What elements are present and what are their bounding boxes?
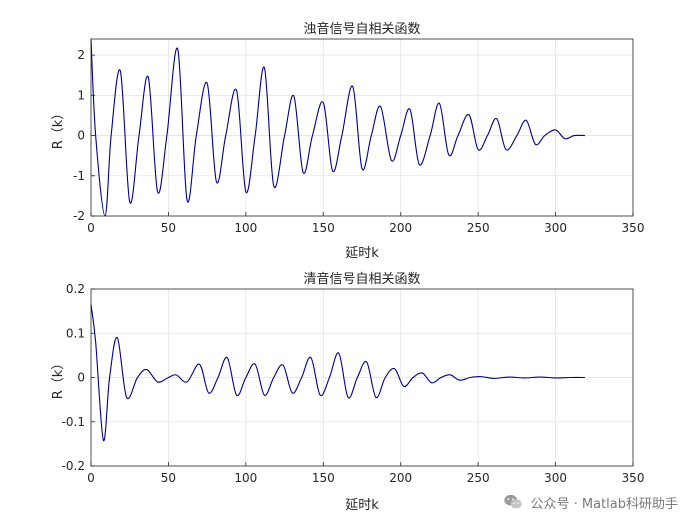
x-tick-label: 150	[312, 221, 335, 235]
x-tick-label: 200	[389, 471, 412, 485]
chart-voiced: 浊音信号自相关函数 0 50 100 150 200 250 300 350 -2-1012 …	[51, 21, 644, 261]
y-tick-label: -1	[73, 169, 85, 183]
y-tick-label: 2	[77, 48, 85, 62]
x-tick-label: 100	[234, 221, 257, 235]
y-tick-label: 0	[77, 371, 85, 385]
x-tick-label: 300	[544, 471, 567, 485]
chart-unvoiced-series-line	[90, 304, 585, 441]
y-tick-label: -0.1	[62, 415, 85, 429]
chart-unvoiced-y-label: R（k）	[51, 357, 66, 400]
y-tick-label: -2	[73, 209, 85, 223]
watermark: 公众号 · Matlab科研助手	[502, 491, 678, 513]
chart-voiced-axes-box	[90, 38, 634, 217]
y-tick-label: 0.2	[66, 282, 85, 296]
chart-unvoiced-x-ticks: 0 50 100 150 200 250 300 350	[87, 462, 644, 485]
chart-unvoiced-x-label: 延时k	[345, 498, 379, 513]
x-tick-label: 250	[467, 471, 490, 485]
y-tick-label: 0	[77, 129, 85, 143]
y-tick-label: -0.2	[62, 459, 85, 473]
chart-voiced-y-ticks: -2 -1 0 1 2	[73, 48, 95, 223]
chart-unvoiced: 清音信号自相关函数 0 50 100 150 200 250 300 350 -0.2 -0.1…	[51, 271, 644, 513]
chart-voiced-x-ticks: 0 50 100 150 200 250 300 350	[87, 212, 644, 235]
chart-voiced-x-label: 延时k	[345, 246, 379, 261]
chart-voiced-y-label: R（k）	[51, 107, 66, 150]
y-tick-label: 0.1	[66, 326, 85, 340]
watermark-text: 公众号 · Matlab科研助手	[530, 496, 678, 512]
chart-voiced-title: 浊音信号自相关函数	[303, 21, 420, 37]
x-tick-label: 350	[622, 221, 645, 235]
x-tick-label: 150	[312, 471, 335, 485]
x-tick-label: 350	[622, 471, 645, 485]
chart-voiced-series-line	[90, 38, 585, 217]
chart-unvoiced-title: 清音信号自相关函数	[303, 271, 420, 287]
x-tick-label: 250	[467, 221, 490, 235]
x-tick-label: 50	[161, 221, 176, 235]
wechat-icon	[504, 494, 523, 509]
chart-unvoiced-y-ticks: -0.2 -0.1 0 0.1 0.2	[62, 282, 95, 473]
x-tick-label: 300	[544, 221, 567, 235]
y-tick-label: 1	[77, 88, 85, 102]
x-tick-label: 200	[389, 221, 412, 235]
x-tick-label: 0	[87, 221, 95, 235]
x-tick-label: 50	[161, 471, 176, 485]
x-tick-label: 0	[87, 471, 95, 485]
x-tick-label: 100	[234, 471, 257, 485]
